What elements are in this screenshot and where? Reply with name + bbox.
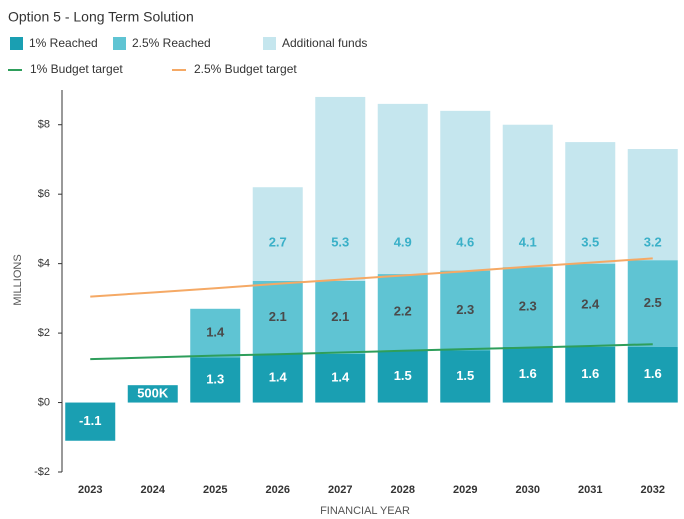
value-label: 2.5 [644,295,662,310]
bar-segment [190,357,241,403]
value-label: 5.3 [331,234,349,249]
value-label: 2.2 [394,304,412,319]
bar-segment [502,124,553,268]
bar-segment [627,260,678,347]
y-tick-label: $4 [38,258,50,270]
y-axis-label: MILLIONS [12,254,24,305]
value-label: 1.6 [644,366,662,381]
x-axis-label: FINANCIAL YEAR [320,505,410,517]
budget-line [90,257,653,298]
bar-segment [565,142,616,264]
bar-segment [252,281,303,354]
legend-swatch [113,37,126,50]
value-label: 4.9 [394,234,412,249]
bar-segment [502,267,553,347]
x-tick-label: 2031 [578,484,602,496]
x-tick-label: 2025 [203,484,227,496]
legend-label: 1% Budget target [30,62,123,76]
bar-segment [502,346,553,403]
legend-swatch [263,37,276,50]
bar-segment [190,308,241,358]
bar-segment [252,187,303,281]
x-tick-label: 2030 [516,484,540,496]
bar-segment [627,149,678,261]
x-tick-label: 2029 [453,484,477,496]
x-tick-label: 2027 [328,484,352,496]
value-label: 4.1 [519,234,537,249]
legend-label: Additional funds [282,36,367,50]
x-tick-label: 2023 [78,484,102,496]
y-tick-label: $8 [38,119,50,131]
value-label: 1.4 [269,370,288,385]
value-label: 1.4 [206,325,225,340]
bar-segment [315,281,366,354]
value-label: 2.3 [519,298,537,313]
value-label: 1.3 [206,371,224,386]
value-label: 3.2 [644,234,662,249]
bar-segment [627,346,678,403]
y-tick-label: -$2 [34,466,50,478]
bar-segment [440,270,491,351]
value-label: 500K [137,385,169,400]
bar-segment [440,110,491,271]
value-label: 1.5 [394,368,412,383]
value-label: 2.7 [269,234,287,249]
legend-label: 1% Reached [29,36,98,50]
value-label: 1.6 [581,366,599,381]
x-tick-label: 2026 [266,484,290,496]
bar-segment [377,274,428,351]
value-label: 2.1 [331,309,349,324]
bar-segment [65,402,116,441]
bar-segment [252,353,303,403]
value-label: 1.4 [331,370,350,385]
y-tick-label: $2 [38,327,50,339]
x-tick-label: 2032 [641,484,665,496]
bar-segment [565,263,616,347]
bar-segment [377,103,428,275]
legend-swatch [10,37,23,50]
bar-segment [315,96,366,281]
x-tick-label: 2024 [141,484,166,496]
value-label: -1.1 [79,413,101,428]
value-label: 1.5 [456,368,474,383]
value-label: 4.6 [456,234,474,249]
chart-title: Option 5 - Long Term Solution [8,9,194,25]
y-tick-label: $0 [38,396,50,408]
legend-label: 2.5% Reached [132,36,211,50]
bar-segment [315,353,366,403]
budget-line [90,343,653,361]
value-label: 2.1 [269,309,287,324]
bar-segment [127,385,178,403]
bar-segment [377,350,428,403]
value-label: 1.6 [519,366,537,381]
bar-segment [565,346,616,403]
x-tick-label: 2028 [391,484,415,496]
value-label: 2.4 [581,297,600,312]
value-label: 2.3 [456,302,474,317]
legend-label: 2.5% Budget target [194,62,297,76]
bar-segment [440,350,491,403]
y-tick-label: $6 [38,188,50,200]
value-label: 3.5 [581,234,599,249]
